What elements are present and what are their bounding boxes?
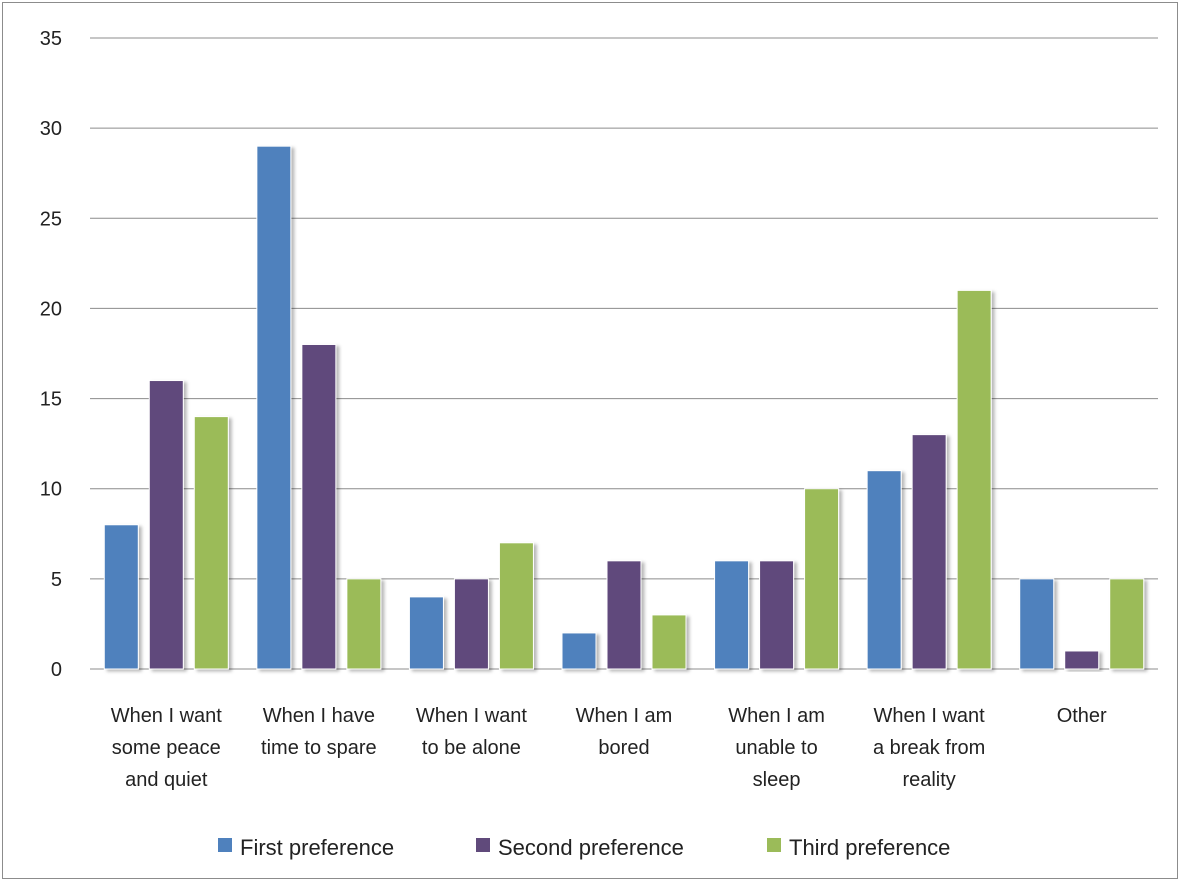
legend-swatch [767, 838, 781, 852]
legend-label: Second preference [498, 835, 684, 860]
bar [498, 542, 534, 670]
bar [866, 470, 902, 670]
x-category-label: to be alone [422, 737, 521, 759]
y-tick-label: 5 [51, 569, 62, 591]
bars [103, 145, 1145, 670]
x-category-label: time to spare [261, 737, 377, 759]
x-category-label: some peace [112, 737, 221, 759]
y-tick-label: 0 [51, 659, 62, 681]
bar [759, 560, 795, 670]
bar [256, 145, 292, 670]
x-category-label: bored [598, 737, 649, 759]
x-category-label: When I want [416, 705, 528, 727]
legend-label: First preference [240, 835, 394, 860]
bar [453, 578, 489, 670]
y-tick-label: 25 [40, 208, 62, 230]
y-axis-ticks: 0 5 10 15 20 25 30 35 [40, 28, 62, 681]
x-category-label: When I am [576, 705, 673, 727]
y-tick-label: 10 [40, 479, 62, 501]
bar [561, 632, 597, 670]
y-tick-label: 20 [40, 298, 62, 320]
x-category-label: sleep [753, 769, 801, 791]
bar [1019, 578, 1055, 670]
x-category-label: When I want [874, 705, 986, 727]
bar [301, 343, 337, 670]
x-category-label: reality [902, 769, 955, 791]
legend-swatch [218, 838, 232, 852]
bar [148, 380, 184, 670]
bar [103, 524, 139, 670]
bar [1064, 650, 1100, 670]
x-category-label: When I have [263, 705, 375, 727]
y-tick-label: 35 [40, 28, 62, 50]
bar [956, 289, 992, 670]
x-category-label: unable to [735, 737, 817, 759]
bar [714, 560, 750, 670]
y-tick-label: 15 [40, 389, 62, 411]
bar [911, 434, 947, 670]
x-category-label: a break from [873, 737, 985, 759]
bar [193, 416, 229, 670]
bar [804, 488, 840, 670]
x-category-label: Other [1057, 705, 1107, 727]
bar [408, 596, 444, 670]
x-axis-labels: When I want some peace and quiet When I hav… [111, 705, 1107, 791]
legend-swatch [476, 838, 490, 852]
x-category-label: When I want [111, 705, 223, 727]
bar [651, 614, 687, 670]
bar [606, 560, 642, 670]
bar [1109, 578, 1145, 670]
x-category-label: and quiet [125, 769, 208, 791]
legend-label: Third preference [789, 835, 950, 860]
y-tick-label: 30 [40, 118, 62, 140]
bar [346, 578, 382, 670]
x-category-label: When I am [728, 705, 825, 727]
legend: First preference Second preference Third p… [218, 835, 950, 860]
